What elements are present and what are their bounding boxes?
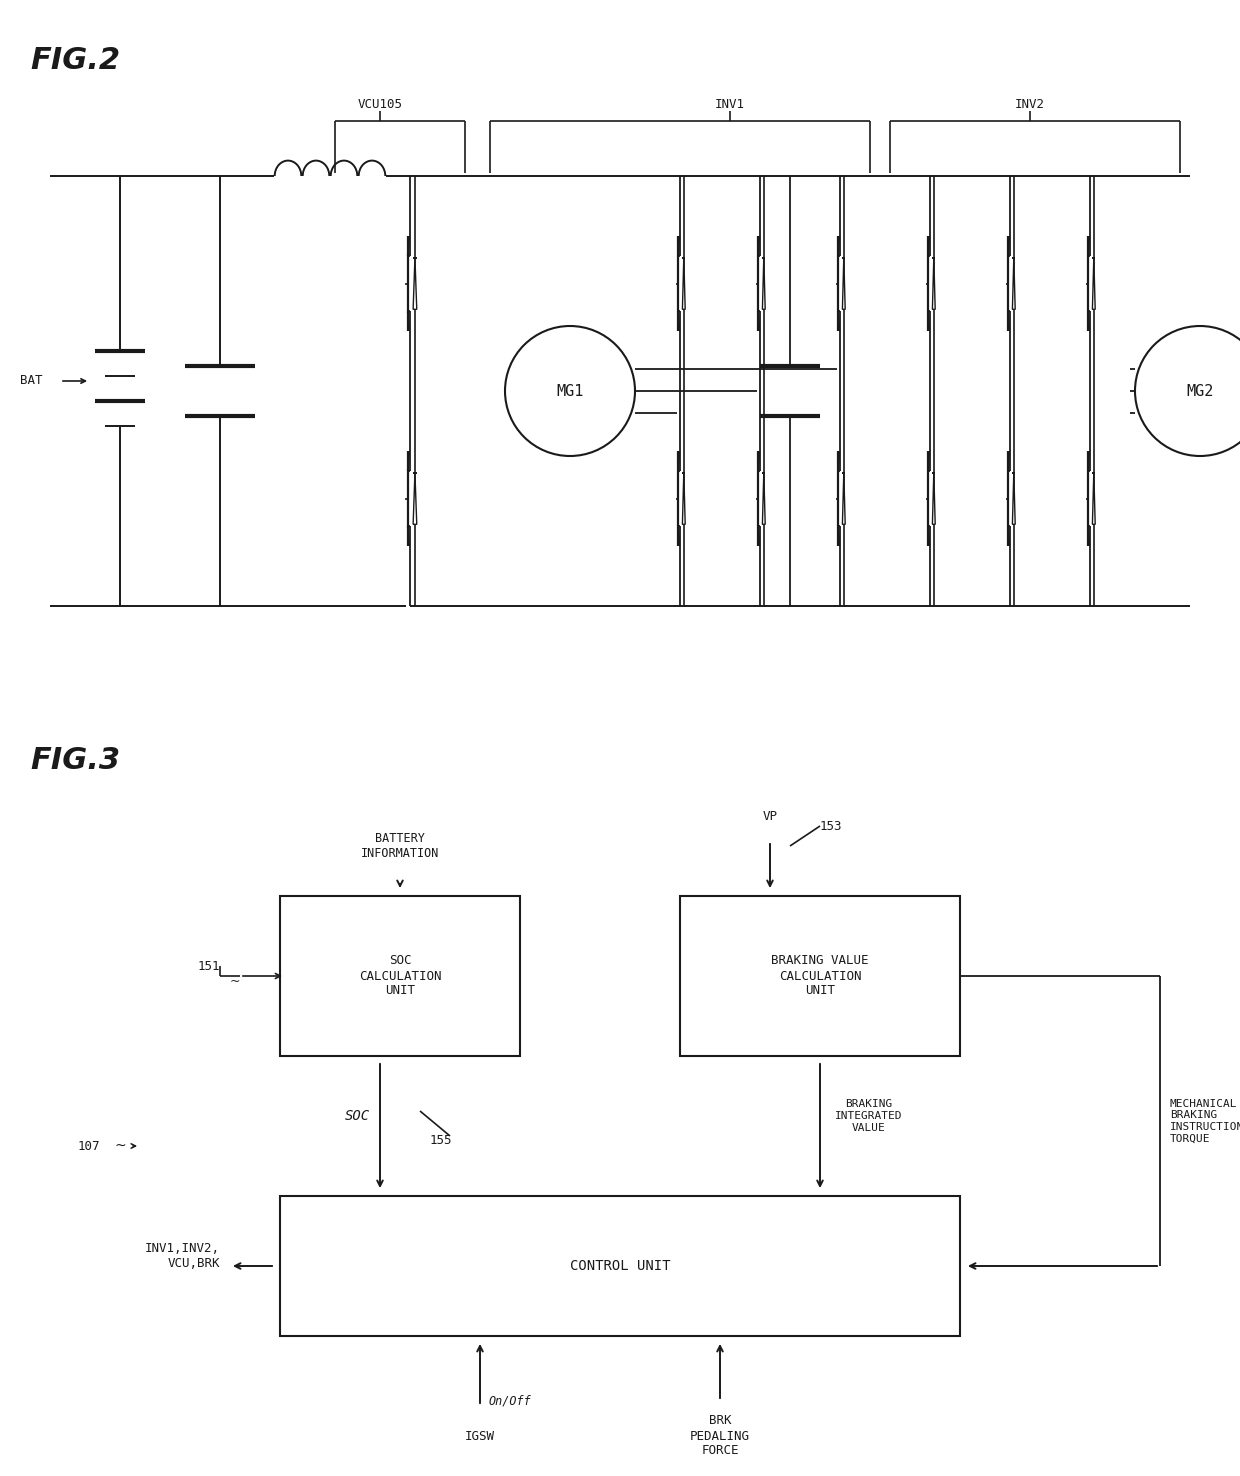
Text: INV2: INV2: [1016, 97, 1045, 111]
Bar: [680, 896, 960, 1055]
Polygon shape: [932, 258, 935, 310]
Polygon shape: [1012, 472, 1016, 524]
Text: INV1,INV2,
VCU,BRK: INV1,INV2, VCU,BRK: [145, 1241, 219, 1269]
Polygon shape: [763, 472, 765, 524]
Text: On/Off: On/Off: [489, 1395, 532, 1408]
Polygon shape: [1092, 258, 1095, 310]
Text: BRAKING
INTEGRATED
VALUE: BRAKING INTEGRATED VALUE: [835, 1100, 903, 1132]
Text: 153: 153: [820, 819, 842, 832]
Polygon shape: [682, 472, 686, 524]
Text: INV1: INV1: [715, 97, 745, 111]
Polygon shape: [842, 472, 846, 524]
Text: BAT: BAT: [20, 375, 42, 388]
Polygon shape: [1012, 258, 1016, 310]
Text: 107: 107: [77, 1139, 100, 1153]
Text: BATTERY
INFORMATION: BATTERY INFORMATION: [361, 832, 439, 861]
Polygon shape: [763, 258, 765, 310]
Text: VP: VP: [763, 809, 777, 822]
Text: FIG.2: FIG.2: [30, 46, 120, 75]
Polygon shape: [1092, 472, 1095, 524]
Polygon shape: [932, 472, 935, 524]
Polygon shape: [413, 472, 417, 524]
Text: IGSW: IGSW: [465, 1429, 495, 1442]
Text: CONTROL UNIT: CONTROL UNIT: [569, 1259, 671, 1272]
Text: ~: ~: [229, 974, 241, 987]
Text: MG2: MG2: [1187, 384, 1214, 399]
Circle shape: [1135, 326, 1240, 456]
Text: MG1: MG1: [557, 384, 584, 399]
Bar: [280, 896, 520, 1055]
Circle shape: [505, 326, 635, 456]
Text: FIG.3: FIG.3: [30, 745, 120, 775]
Text: BRAKING VALUE
CALCULATION
UNIT: BRAKING VALUE CALCULATION UNIT: [771, 955, 869, 998]
Text: VCU105: VCU105: [357, 97, 403, 111]
Text: 155: 155: [430, 1135, 453, 1147]
Text: BRK
PEDALING
FORCE: BRK PEDALING FORCE: [689, 1414, 750, 1457]
Text: SOC
CALCULATION
UNIT: SOC CALCULATION UNIT: [358, 955, 441, 998]
Text: 151: 151: [197, 959, 219, 973]
Bar: [280, 1196, 960, 1336]
Text: SOC: SOC: [345, 1108, 370, 1123]
Polygon shape: [413, 258, 417, 310]
Polygon shape: [842, 258, 846, 310]
Polygon shape: [682, 258, 686, 310]
Text: ~: ~: [115, 1139, 126, 1153]
Text: MECHANICAL
BRAKING
INSTRUCTION
TORQUE: MECHANICAL BRAKING INSTRUCTION TORQUE: [1171, 1098, 1240, 1144]
